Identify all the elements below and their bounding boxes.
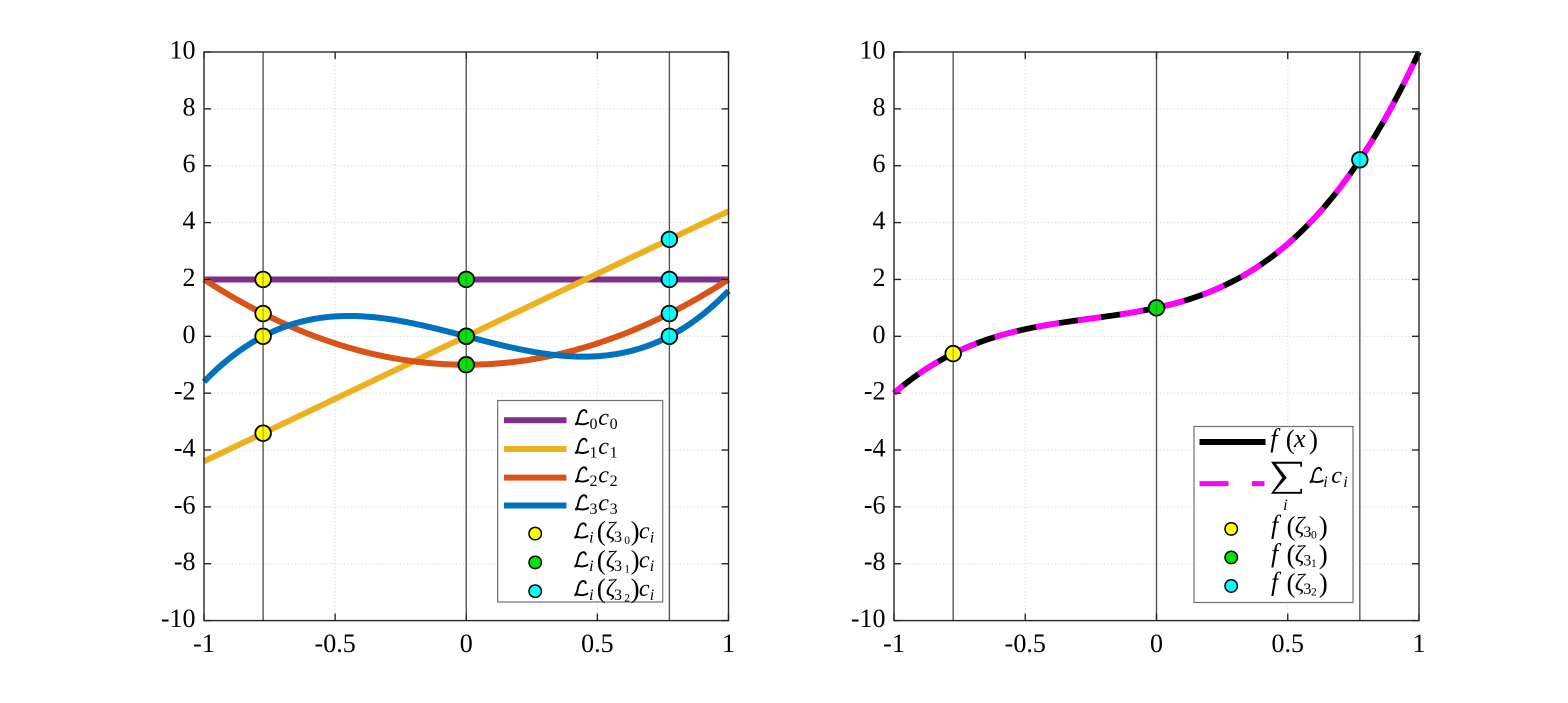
svg-text:(: (: [1286, 424, 1295, 454]
svg-text:-0.5: -0.5: [315, 629, 356, 658]
svg-text:3: 3: [610, 501, 618, 518]
svg-text:(: (: [1287, 511, 1296, 541]
svg-text:1: 1: [610, 445, 618, 462]
svg-text:ζ: ζ: [1295, 570, 1307, 596]
svg-text:3: 3: [614, 587, 622, 604]
svg-text:-1: -1: [193, 629, 215, 658]
svg-text:3: 3: [1303, 553, 1311, 570]
svg-text:2: 2: [1311, 587, 1317, 599]
svg-text:-8: -8: [174, 547, 196, 576]
svg-text:): ): [1309, 424, 1318, 454]
svg-text:i: i: [1343, 474, 1347, 491]
svg-text:1: 1: [1413, 629, 1426, 658]
svg-text:): ): [631, 545, 640, 575]
svg-text:f: f: [1271, 510, 1282, 539]
svg-text:2: 2: [610, 473, 618, 490]
svg-text:c: c: [598, 405, 609, 431]
svg-text:i: i: [589, 587, 593, 604]
svg-text:0: 0: [1150, 629, 1163, 658]
svg-text:): ): [631, 516, 640, 546]
svg-text:1: 1: [722, 629, 735, 658]
svg-text:1: 1: [624, 564, 630, 576]
svg-text:2: 2: [590, 473, 598, 490]
svg-text:c: c: [639, 576, 650, 602]
svg-text:ζ: ζ: [606, 519, 618, 545]
svg-text:6: 6: [873, 149, 886, 178]
svg-text:ζ: ζ: [606, 547, 618, 573]
svg-text:0: 0: [183, 320, 196, 349]
svg-text:-4: -4: [864, 434, 886, 463]
svg-text:-4: -4: [174, 434, 196, 463]
svg-text:ζ: ζ: [1295, 513, 1307, 539]
svg-text:8: 8: [873, 92, 886, 121]
svg-text:(: (: [597, 545, 606, 575]
svg-text:0: 0: [460, 629, 473, 658]
svg-text:0: 0: [624, 535, 630, 547]
svg-text:): ): [1319, 539, 1328, 569]
svg-text:-10: -10: [161, 604, 196, 633]
svg-text:x: x: [1293, 424, 1306, 453]
svg-text:-1: -1: [883, 629, 905, 658]
svg-text:ζ: ζ: [1295, 542, 1307, 568]
svg-text:(: (: [1287, 539, 1296, 569]
svg-text:3: 3: [1303, 581, 1311, 598]
svg-text:c: c: [598, 463, 609, 489]
svg-text:2: 2: [873, 263, 886, 292]
svg-text:(: (: [1287, 568, 1296, 598]
svg-text:2: 2: [183, 263, 196, 292]
svg-text:i: i: [650, 587, 654, 604]
svg-text:3: 3: [590, 501, 598, 518]
svg-text:10: 10: [170, 36, 196, 65]
svg-text:c: c: [1331, 463, 1342, 489]
svg-text:1: 1: [1311, 558, 1317, 570]
svg-text:-0.5: -0.5: [1005, 629, 1046, 658]
svg-text:i: i: [1283, 497, 1287, 514]
svg-text:0.5: 0.5: [1272, 629, 1305, 658]
svg-text:0: 0: [1311, 530, 1317, 542]
svg-text:-10: -10: [851, 604, 886, 633]
svg-text:c: c: [598, 490, 609, 516]
svg-text:-2: -2: [174, 377, 196, 406]
svg-text:i: i: [589, 529, 593, 546]
svg-text:f: f: [1271, 567, 1282, 596]
svg-text:3: 3: [614, 529, 622, 546]
svg-text:1: 1: [590, 445, 598, 462]
svg-text:i: i: [650, 529, 654, 546]
svg-text:-2: -2: [864, 377, 886, 406]
svg-text:): ): [1319, 511, 1328, 541]
svg-text:c: c: [639, 547, 650, 573]
svg-text:6: 6: [183, 149, 196, 178]
svg-text:(: (: [597, 574, 606, 604]
svg-text:c: c: [639, 519, 650, 545]
svg-text:2: 2: [624, 592, 630, 604]
svg-text:-8: -8: [864, 547, 886, 576]
svg-text:0.5: 0.5: [581, 629, 614, 658]
svg-text:): ): [1319, 568, 1328, 598]
svg-text:f: f: [1270, 424, 1281, 453]
svg-text:(: (: [597, 516, 606, 546]
svg-text:i: i: [1323, 474, 1327, 491]
svg-text:i: i: [650, 558, 654, 575]
svg-text:ζ: ζ: [606, 576, 618, 602]
svg-text:10: 10: [860, 36, 886, 65]
svg-text:4: 4: [873, 206, 886, 235]
svg-text:0: 0: [610, 416, 618, 433]
svg-text:c: c: [598, 434, 609, 460]
svg-text:3: 3: [1303, 524, 1311, 541]
svg-text:-6: -6: [174, 490, 196, 519]
svg-text:i: i: [589, 558, 593, 575]
svg-text:3: 3: [614, 558, 622, 575]
svg-text:0: 0: [873, 320, 886, 349]
svg-text:-6: -6: [864, 490, 886, 519]
svg-text:): ): [631, 574, 640, 604]
svg-text:4: 4: [183, 206, 196, 235]
svg-text:f: f: [1271, 539, 1282, 568]
svg-text:8: 8: [183, 92, 196, 121]
svg-text:0: 0: [590, 416, 598, 433]
